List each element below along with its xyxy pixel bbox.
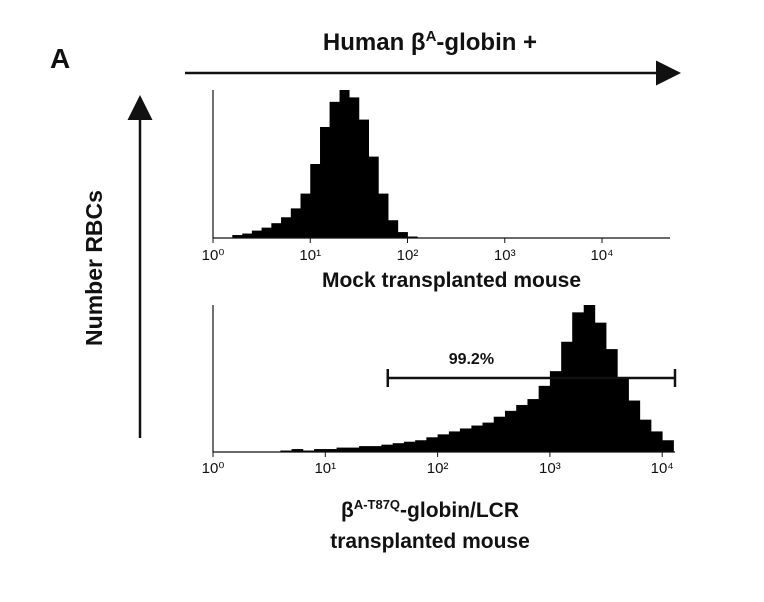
header-text: Human β <box>323 29 426 56</box>
header: Human βA-globin + <box>323 28 537 56</box>
bar <box>302 450 315 452</box>
bar <box>594 322 607 452</box>
header-sup: A <box>426 28 437 45</box>
bar <box>368 156 379 238</box>
bar <box>650 431 663 452</box>
x-tick-label: 10⁰ <box>202 460 225 477</box>
x-tick-label: 10³ <box>539 460 561 477</box>
bar <box>572 312 585 452</box>
x-tick-label: 10⁰ <box>202 247 225 264</box>
panel-label: A <box>50 43 70 74</box>
bar <box>388 220 399 238</box>
bar <box>339 90 350 238</box>
bar <box>606 349 618 452</box>
bar <box>290 208 301 238</box>
y-label: Number RBCs <box>81 190 107 346</box>
x-tick-label: 10² <box>397 247 419 264</box>
bar <box>325 449 337 452</box>
bar <box>320 127 330 238</box>
bar <box>662 440 674 452</box>
bar <box>527 399 540 452</box>
bar <box>549 371 562 452</box>
bar <box>329 101 340 238</box>
bar <box>516 404 528 452</box>
bar <box>232 235 243 238</box>
x-tick-label: 10⁴ <box>651 460 674 477</box>
chart-title: transplanted mouse <box>330 530 530 553</box>
title-text: β <box>341 499 354 522</box>
chart-title: βA-T87Q-globin/LCR <box>341 497 519 522</box>
title-text: -globin/LCR <box>400 499 519 522</box>
bar <box>639 419 652 452</box>
bar <box>426 437 439 452</box>
bar <box>314 449 326 452</box>
bar <box>482 422 495 452</box>
chart-title: Mock transplanted mouse <box>322 269 581 292</box>
x-tick-label: 10² <box>427 460 449 477</box>
bar <box>358 119 369 238</box>
bar <box>242 233 253 238</box>
bar <box>415 440 427 452</box>
bar <box>459 428 472 452</box>
bar <box>300 193 311 238</box>
bar <box>280 450 292 452</box>
x-tick-label: 10³ <box>494 247 516 264</box>
bar <box>281 217 292 238</box>
bar <box>261 227 272 238</box>
bar <box>392 443 405 452</box>
bar <box>403 441 416 452</box>
bar <box>617 378 629 452</box>
bar <box>378 193 389 238</box>
bar <box>448 431 461 452</box>
bar <box>437 434 450 452</box>
header-text: -globin + <box>436 29 537 56</box>
bar <box>381 444 394 452</box>
bar <box>504 410 517 452</box>
bar <box>271 223 282 238</box>
bar <box>359 446 371 452</box>
x-tick-label: 10¹ <box>314 460 336 477</box>
x-tick-label: 10⁴ <box>590 247 613 264</box>
bar <box>336 447 349 452</box>
bar <box>407 236 418 238</box>
bar <box>628 400 641 452</box>
bar <box>493 416 506 452</box>
bar <box>349 97 360 239</box>
bar <box>561 341 573 452</box>
bar <box>251 230 262 238</box>
x-tick-label: 10¹ <box>299 247 321 264</box>
title-sup: A-T87Q <box>354 497 400 512</box>
bar <box>310 164 321 238</box>
bar <box>471 425 483 452</box>
bar <box>538 385 551 452</box>
bar <box>347 447 360 452</box>
bar <box>370 446 382 452</box>
bar <box>291 449 304 452</box>
gate-label: 99.2% <box>449 351 494 368</box>
bar <box>397 232 408 238</box>
